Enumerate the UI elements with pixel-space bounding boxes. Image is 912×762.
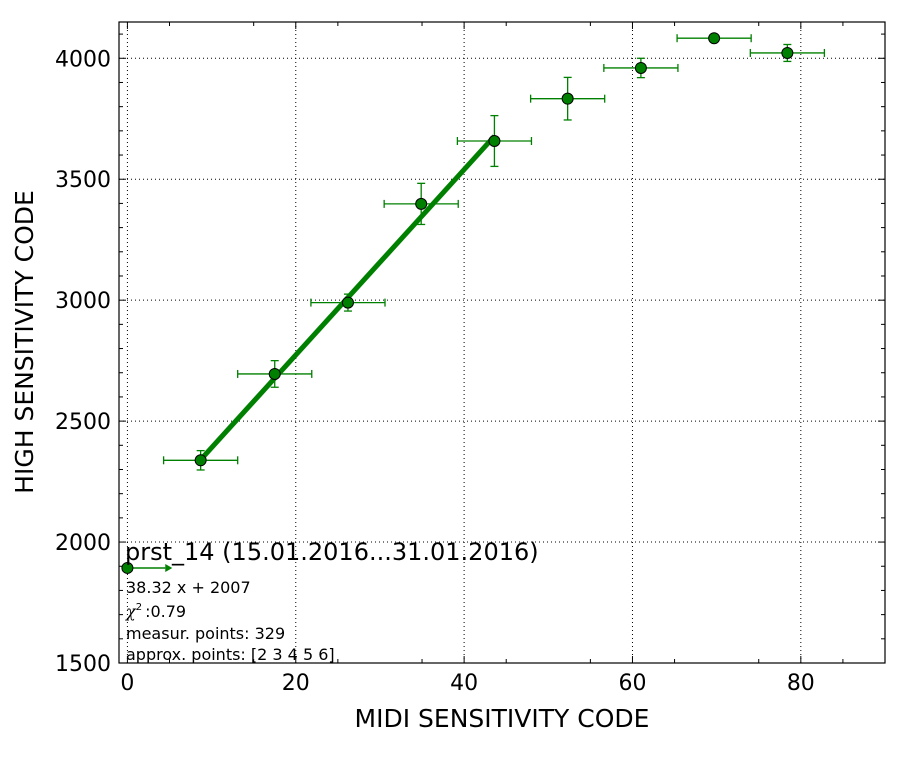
data-point	[194, 454, 207, 467]
data-points	[194, 32, 794, 467]
x-tick-label: 40	[450, 671, 478, 696]
annotation-block: prst_14 (15.01.2016...31.01.2016) 38.32 …	[125, 538, 539, 664]
y-tick-label: 2500	[55, 410, 111, 435]
y-tick-labels: 1500 2000 2500 3000 3500 4000	[55, 47, 111, 677]
data-point	[415, 197, 428, 210]
marker-arrow-head	[165, 563, 173, 572]
annotation-title: prst_14 (15.01.2016...31.01.2016)	[125, 538, 539, 566]
x-tick-label: 20	[282, 671, 310, 696]
y-tick-label: 1500	[55, 652, 111, 677]
chi-value: :0.79	[145, 602, 186, 621]
y-tick-label: 3000	[55, 289, 111, 314]
data-point	[634, 61, 647, 74]
marker-point	[121, 561, 134, 574]
error-bars	[162, 34, 826, 471]
x-tick-label: 60	[618, 671, 646, 696]
annotation-equation: 38.32 x + 2007	[126, 578, 251, 597]
data-point	[488, 135, 501, 148]
y-axis-title: HIGH SENSITIVITY CODE	[10, 190, 39, 494]
x-tick-label: 0	[120, 671, 134, 696]
y-tick-label: 4000	[55, 47, 111, 72]
data-point	[341, 296, 354, 309]
annotation-chi-squared: χ2:0.79	[125, 602, 186, 621]
y-tick-label: 2000	[55, 531, 111, 556]
data-point	[268, 367, 281, 380]
x-tick-label: 80	[787, 671, 815, 696]
grid-lines	[119, 22, 885, 663]
y-tick-label: 3500	[55, 168, 111, 193]
chi-exponent: 2	[136, 602, 142, 613]
data-point	[708, 32, 721, 45]
data-point	[561, 92, 574, 105]
chi-symbol: χ	[125, 602, 137, 621]
x-axis-title: MIDI SENSITIVITY CODE	[355, 704, 650, 733]
annotation-approx-points: approx. points: [2 3 4 5 6]	[126, 645, 335, 664]
marker-group	[121, 561, 173, 574]
plot-frame	[118, 21, 886, 664]
annotation-measur-points: measur. points: 329	[126, 624, 285, 643]
axis-ticks	[119, 22, 885, 664]
x-tick-labels: 0 20 40 60 80	[120, 671, 814, 696]
data-point	[781, 46, 794, 59]
